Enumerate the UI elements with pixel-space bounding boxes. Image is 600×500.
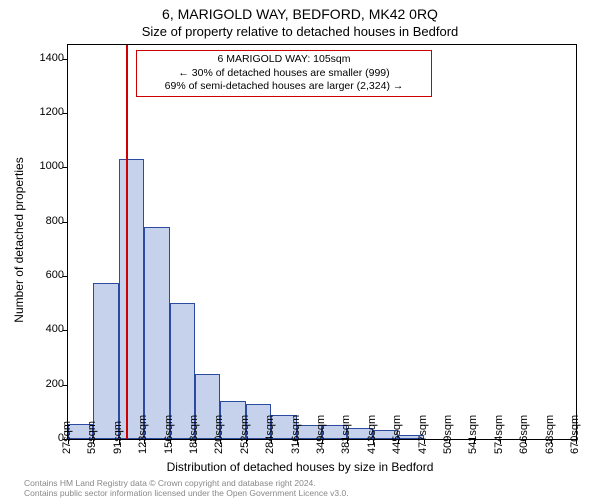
annotation-line-3: 69% of semi-detached houses are larger (… <box>143 80 425 94</box>
y-tick-label: 1000 <box>24 160 64 172</box>
annotation-line-2: ← 30% of detached houses are smaller (99… <box>143 67 425 81</box>
footer-line-2: Contains public sector information licen… <box>24 488 349 498</box>
y-axis-label: Number of detached properties <box>12 157 26 322</box>
histogram-bar <box>119 159 144 439</box>
chart-subtitle: Size of property relative to detached ho… <box>0 24 600 39</box>
y-tick-label: 600 <box>24 269 64 281</box>
footer-line-1: Contains HM Land Registry data © Crown c… <box>24 478 349 488</box>
y-tick-label: 0 <box>24 432 64 444</box>
x-axis-label: Distribution of detached houses by size … <box>0 460 600 474</box>
y-tick-label: 800 <box>24 215 64 227</box>
histogram-bar <box>93 283 118 439</box>
chart-plot-area: 6 MARIGOLD WAY: 105sqm← 30% of detached … <box>67 44 577 440</box>
y-tick-label: 400 <box>24 323 64 335</box>
page-root: 6, MARIGOLD WAY, BEDFORD, MK42 0RQ Size … <box>0 0 600 500</box>
page-title: 6, MARIGOLD WAY, BEDFORD, MK42 0RQ <box>0 6 600 22</box>
y-tick-label: 1400 <box>24 52 64 64</box>
y-tick-label: 200 <box>24 378 64 390</box>
annotation-line-1: 6 MARIGOLD WAY: 105sqm <box>143 53 425 67</box>
annotation-box: 6 MARIGOLD WAY: 105sqm← 30% of detached … <box>136 50 432 97</box>
histogram-bar <box>144 227 169 439</box>
property-marker-line <box>126 45 128 439</box>
y-tick-label: 1200 <box>24 106 64 118</box>
footer-attribution: Contains HM Land Registry data © Crown c… <box>24 478 349 498</box>
